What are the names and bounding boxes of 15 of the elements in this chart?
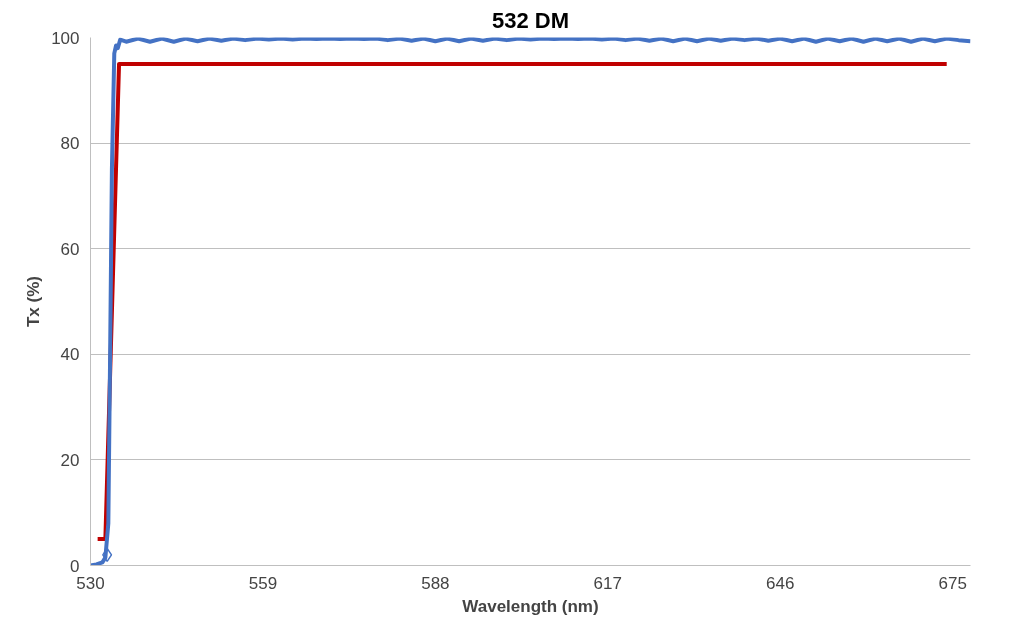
chart-title: 532 DM <box>491 7 570 33</box>
x-axis-title: Wavelength (nm) <box>462 596 599 616</box>
x-tick-label: 646 <box>766 573 795 593</box>
y-tick-label: 0 <box>70 556 80 576</box>
x-tick-label: 675 <box>938 573 967 593</box>
y-axis-title: Tx (%) <box>24 276 44 327</box>
x-tick-label: 559 <box>248 573 278 593</box>
x-tick-label: 617 <box>593 573 622 593</box>
x-tick-label: 588 <box>421 573 450 593</box>
y-tick-label: 60 <box>60 239 80 259</box>
y-tick-label: 20 <box>60 450 80 470</box>
y-tick-label: 40 <box>60 345 80 365</box>
y-tick-label: 80 <box>60 134 80 154</box>
y-tick-label: 100 <box>51 28 80 48</box>
x-tick-label: 530 <box>76 573 105 593</box>
